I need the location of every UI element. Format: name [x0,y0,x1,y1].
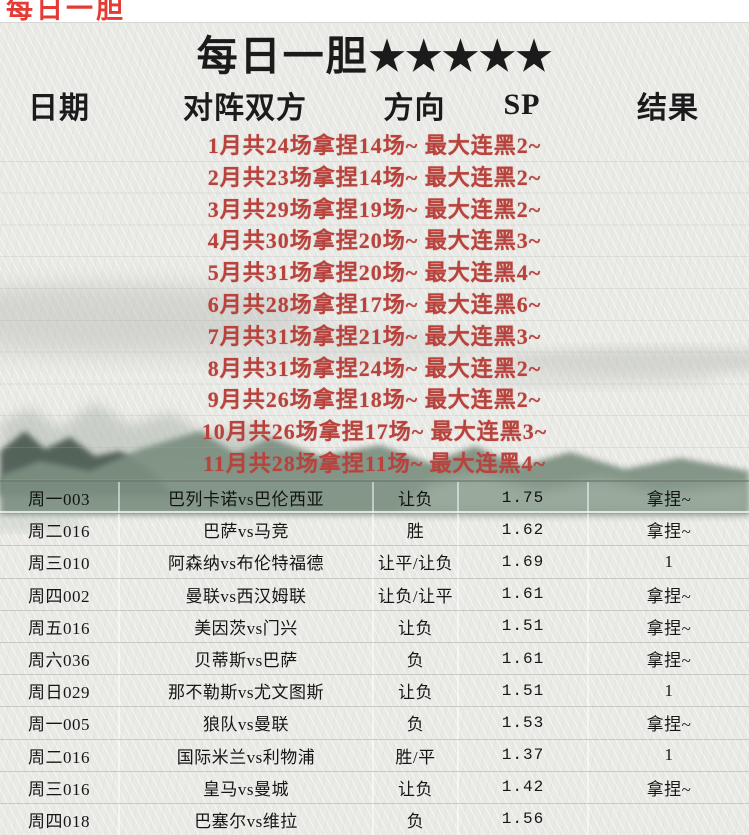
stat-line: 2月共23场拿捏14场~ 最大连黑2~ [207,164,542,190]
table-row: 周六036 贝蒂斯vs巴萨负 1.61 拿捏~ [0,641,749,675]
cell-date: 周四002 [28,586,90,606]
column-header-date: 日期 [28,92,90,125]
cell-sp: 1.61 [457,642,587,675]
cell-result: 拿捏~ [587,514,749,546]
table-row: 周日029 那不勒斯vs尤文图斯 让负 1.51 1 [0,674,749,707]
monthly-stats: 1月共24场拿捏14场~ 最大连黑2~ 2月共23场拿捏14场~ 最大连黑2~ 3月… [0,130,749,480]
cell-match: 贝蒂斯vs巴萨 [118,642,372,675]
stat-line: 8月共31场拿捏24场~ 最大连黑2~ [207,355,542,381]
cell-sp: 1.51 [457,675,587,707]
cell-date: 周一005 [28,715,90,735]
column-header-sp: SP [503,88,541,121]
cell-result: 拿捏~ [587,482,749,514]
cell-date: 周六036 [28,651,90,671]
stat-line: 6月共28场拿捏17场~ 最大连黑6~ [207,291,542,317]
table-row: 周二016 国际米兰vs利物浦 胜/平 1.37 1 [0,738,749,771]
cell-sp: 1.75 [457,482,587,514]
column-header-direction: 方向 [383,92,446,125]
stat-line: 9月共26场拿捏18场~ 最大连黑2~ [207,387,542,413]
cell-date: 周三016 [28,779,90,799]
cell-result [587,803,749,835]
stat-line: 5月共31场拿捏20场~ 最大连黑4~ [207,260,542,286]
results-table-body: 周一003 巴列卡诺vs巴伦西亚 让负 1.75 拿捏~ 周二016 巴萨vs马竞胜 1.62… [0,480,749,835]
cell-direction: 让负 [372,771,457,803]
cell-match: 狼队vs曼联 [118,707,372,739]
cell-result: 1 [587,675,749,707]
cell-direction: 负 [372,707,457,739]
cell-result: 1 [587,739,749,771]
table-row: 周二016 巴萨vs马竞胜 1.62 拿捏~ [0,513,749,546]
cell-date: 周二016 [28,747,90,767]
cell-sp: 1.53 [457,707,587,739]
cell-direction: 负 [372,642,457,675]
cell-result: 1 [587,546,749,578]
cell-direction: 让负/让平 [372,578,457,610]
title-text: 每日一胆 [196,33,369,79]
cell-direction: 胜 [372,514,457,546]
table-column-headers: 日期 对阵双方 方向 SP 结果 [0,82,749,128]
prediction-card: 每日一胆★★★★★ 日期 对阵双方 方向 SP 结果 1月共24场拿捏14场~ … [0,22,749,835]
cell-date: 周五016 [28,618,90,638]
stat-line: 4月共30场拿捏20场~ 最大连黑3~ [207,228,542,254]
cell-result: 拿捏~ [587,642,749,675]
cell-direction: 让负 [372,610,457,642]
cell-direction: 让负 [372,675,457,707]
stat-line: 11月共28场拿捏11场~ 最大连黑4~ [203,450,546,476]
top-strip: 每日一胆 [0,0,749,22]
cell-sp: 1.69 [457,546,587,578]
cell-result: 拿捏~ [587,707,749,739]
page-top-label: 每日一胆 [6,0,126,22]
cell-match: 美因茨vs门兴 [118,610,372,642]
cell-sp: 1.42 [457,771,587,803]
cell-sp: 1.61 [457,578,587,610]
cell-sp: 1.56 [457,803,587,835]
cell-sp: 1.62 [457,514,587,546]
cell-date: 周四018 [28,811,90,831]
stat-line: 7月共31场拿捏21场~ 最大连黑3~ [207,323,542,349]
cell-direction: 胜/平 [372,739,457,771]
cell-match: 曼联vs西汉姆联 [118,578,372,610]
cell-match: 那不勒斯vs尤文图斯 [118,675,372,707]
table-row: 周三016 皇马vs曼城 让负 1.42 拿捏~ [0,770,749,803]
cell-result: 拿捏~ [587,610,749,642]
cell-direction: 让负 [372,482,457,514]
cell-direction: 让平/让负 [372,546,457,578]
cell-sp: 1.51 [457,610,587,642]
table-row: 周一005 狼队vs曼联负 1.53 拿捏~ [0,706,749,739]
cell-sp: 1.37 [457,739,587,771]
cell-date: 周三010 [28,554,90,574]
cell-result: 拿捏~ [587,771,749,803]
cell-date: 周日029 [28,683,90,703]
cell-date: 周一003 [28,490,90,510]
stat-line: 10月共26场拿捏17场~ 最大连黑3~ [201,419,548,445]
cell-match: 阿森纳vs布伦特福德 [118,546,372,578]
cell-match: 巴塞尔vs维拉 [118,803,372,835]
cell-match: 巴列卡诺vs巴伦西亚 [118,482,372,514]
page-title: 每日一胆★★★★★ [0,30,749,82]
cell-match: 皇马vs曼城 [118,771,372,803]
table-row: 周五016 美因茨vs门兴 让负 1.51 拿捏~ [0,609,749,642]
five-stars: ★★★★★ [368,33,553,79]
column-header-match: 对阵双方 [183,92,307,125]
cell-match: 巴萨vs马竞 [118,514,372,546]
stat-line: 3月共29场拿捏19场~ 最大连黑2~ [207,196,542,222]
table-row: 周三010 阿森纳vs布伦特福德 让平/让负 1.69 1 [0,545,749,578]
table-row: 周一003 巴列卡诺vs巴伦西亚 让负 1.75 拿捏~ [0,480,749,514]
cell-direction: 负 [372,803,457,835]
cell-date: 周二016 [28,522,90,542]
stat-line: 1月共24场拿捏14场~ 最大连黑2~ [207,133,542,158]
cell-result: 拿捏~ [587,578,749,610]
table-row: 周四002 曼联vs西汉姆联 让负/让平 1.61 拿捏~ [0,577,749,610]
table-row: 周四018 巴塞尔vs维拉负 1.56 [0,802,749,835]
column-header-result: 结果 [637,92,699,125]
cell-match: 国际米兰vs利物浦 [118,739,372,771]
